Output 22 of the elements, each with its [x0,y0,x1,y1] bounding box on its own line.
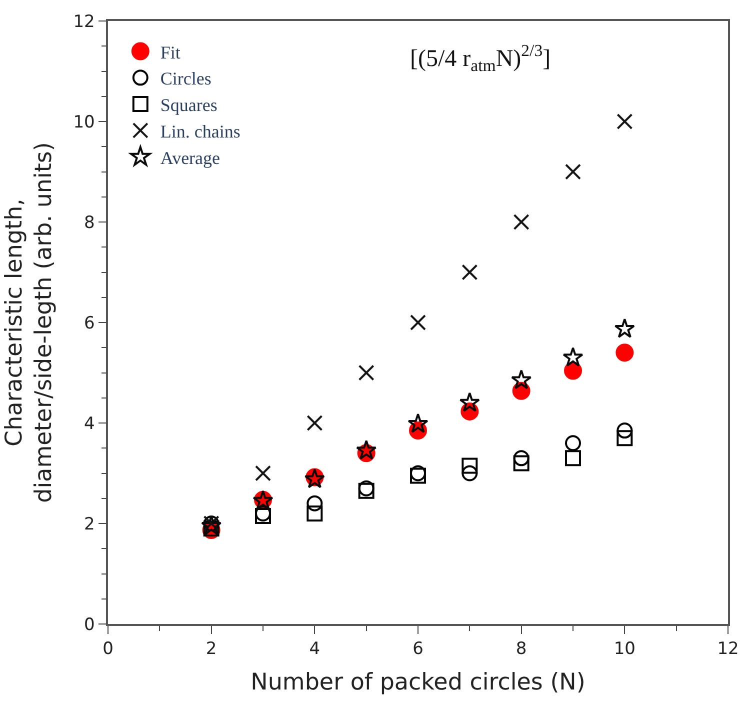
legend-label: Circles [160,68,212,89]
x-axis-title: Number of packed circles (N) [250,669,586,696]
x-tick-label: 2 [206,639,217,660]
annotation: [(5/4 r$_{atm}$N)$^{2/3}$] [410,41,551,76]
y-tick-label: 6 [84,313,95,334]
y-tick-label: 2 [84,514,95,534]
y-axis-title: Characteristic length, diameter/side-legth (arb. units) [1,142,58,503]
x-tick-label: 0 [102,639,114,660]
y-tick-label: 12 [73,12,95,32]
x-tick-label: 8 [516,639,527,660]
legend-label: Fit [160,42,180,62]
y-tick-label: 4 [84,414,95,434]
y-tick-label: 10 [73,112,95,132]
y-tick-label: 0 [84,614,95,635]
x-tick-label: 4 [309,639,320,660]
y-tick-label: 8 [84,212,95,233]
x-tick-label: 6 [412,639,424,660]
legend-label: Squares [160,95,218,116]
legend-label: Lin. chains [160,121,240,142]
x-tick-label: 10 [614,639,636,660]
x-tick-label: 12 [717,639,739,660]
legend-label: Average [160,148,220,168]
